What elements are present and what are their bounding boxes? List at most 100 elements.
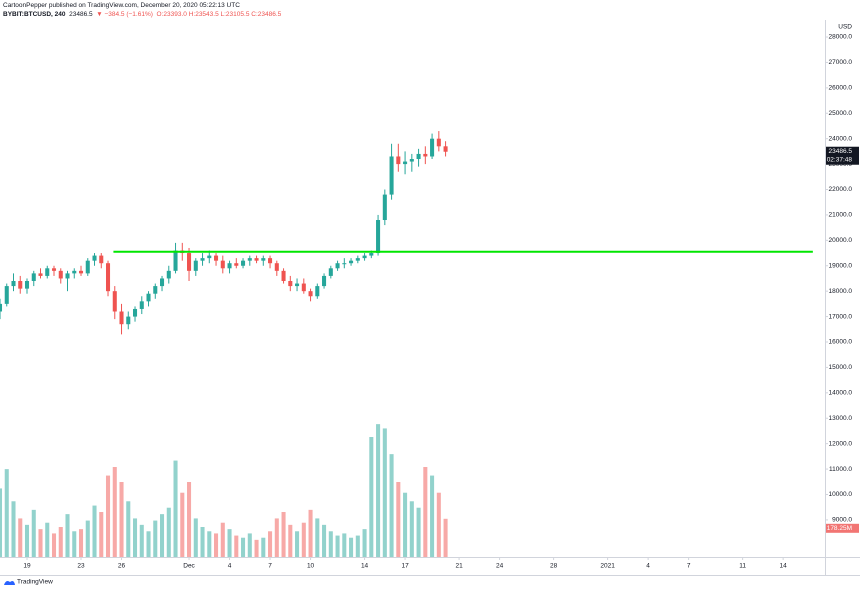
candle-body [295, 283, 300, 287]
x-tick-label: 28 [550, 563, 558, 570]
y-tick-label: 28000.0 [829, 34, 853, 41]
volume-bar [281, 512, 286, 557]
y-tick-label: 14000.0 [829, 390, 853, 397]
y-tick-label: 17000.0 [829, 313, 853, 320]
volume-bar [389, 454, 394, 557]
volume-bar [342, 533, 347, 557]
x-tick-label: 11 [739, 563, 746, 570]
candle-body [146, 293, 151, 302]
candle-body [308, 291, 313, 297]
candle-body [187, 253, 192, 271]
candle-body [200, 258, 205, 261]
x-tick-label: Dec [183, 563, 195, 570]
logo-icon [4, 581, 15, 585]
candle-body [241, 260, 246, 266]
x-tick-label: 4 [646, 563, 650, 570]
y-tick-label: 12000.0 [829, 440, 853, 447]
ohlc: L:23105.5 [220, 11, 250, 18]
last-price-box [826, 146, 859, 165]
volume-bar [173, 460, 178, 557]
volume-bar [105, 475, 111, 557]
y-tick-label: 15000.0 [829, 364, 853, 371]
volume-bar [38, 529, 43, 557]
volume-bar [241, 537, 246, 557]
candle-body [99, 255, 104, 264]
volume-bar [423, 467, 428, 557]
candle-body [18, 281, 23, 289]
brand: TradingView [17, 579, 53, 586]
candle-body [0, 303, 3, 312]
candle-body [207, 255, 212, 259]
candle-body [24, 281, 30, 289]
candle-body [220, 260, 225, 269]
candle-body [214, 255, 219, 261]
volume-bar [369, 437, 374, 557]
candle-body [160, 278, 165, 287]
volume-bar [254, 539, 259, 557]
volume-bar [139, 524, 144, 557]
volume-bar [301, 522, 306, 557]
candle-body [261, 258, 266, 261]
candle-body [126, 316, 131, 325]
volume-bar [234, 535, 239, 557]
volume-bar [0, 488, 3, 557]
candle-body [31, 273, 36, 282]
volume-bar [166, 507, 171, 557]
x-tick-label: 26 [118, 563, 126, 570]
symbol: BYBIT:BTCUSD, 240 [3, 11, 66, 18]
y-tick-label: 19000.0 [829, 262, 853, 269]
y-unit: USD [838, 24, 852, 31]
volume-bar [409, 501, 414, 557]
volume-bar [112, 467, 117, 557]
volume-bar [65, 514, 70, 557]
volume-bar [193, 518, 198, 557]
candle-body [254, 258, 259, 261]
volume-bar [396, 482, 401, 557]
y-tick-label: 20000.0 [829, 237, 853, 244]
volume-bar [328, 531, 333, 557]
candle-body [342, 263, 347, 265]
volume-bar [430, 475, 435, 557]
volume-bar [247, 533, 252, 557]
candle-body [173, 250, 178, 271]
candle-body [105, 263, 111, 292]
last-price: 23486.5 [829, 148, 853, 155]
candle-body [436, 138, 441, 147]
candle-body [11, 281, 16, 287]
volume-bar [78, 529, 84, 557]
volume-bar [132, 518, 138, 557]
volume-bar [295, 531, 300, 557]
change: ▼ −384.5 (−1.61%) [96, 11, 153, 18]
volume-bar [315, 518, 320, 557]
volume-bar [214, 533, 219, 557]
candle-body [315, 286, 320, 297]
y-tick-label: 18000.0 [829, 288, 853, 295]
volume-bar [200, 527, 205, 557]
candle-body [193, 260, 198, 271]
y-tick-label: 26000.0 [829, 85, 853, 92]
volume-bar [220, 522, 225, 557]
candle-body [389, 156, 394, 195]
last-volume-box [826, 523, 859, 533]
volume-bar [355, 535, 360, 557]
y-tick-label: 22000.0 [829, 186, 853, 193]
x-tick-label: 10 [307, 563, 315, 570]
candle-body [85, 260, 90, 274]
candle-body [423, 153, 428, 157]
candle-body [51, 268, 57, 271]
volume-bar [227, 529, 232, 557]
candle-body [274, 263, 279, 271]
candle-body [396, 156, 401, 165]
header: CartoonPepper published on TradingView.c… [3, 1, 281, 19]
volume-bar [146, 531, 151, 557]
candle-body [139, 301, 144, 309]
volume-bar [335, 535, 340, 557]
x-tick-label: 23 [77, 563, 85, 570]
candle-body [38, 273, 43, 276]
x-tick-label: 17 [401, 563, 409, 570]
volume-bar [308, 509, 313, 557]
candle-body [58, 270, 63, 279]
candle-body [430, 138, 435, 157]
